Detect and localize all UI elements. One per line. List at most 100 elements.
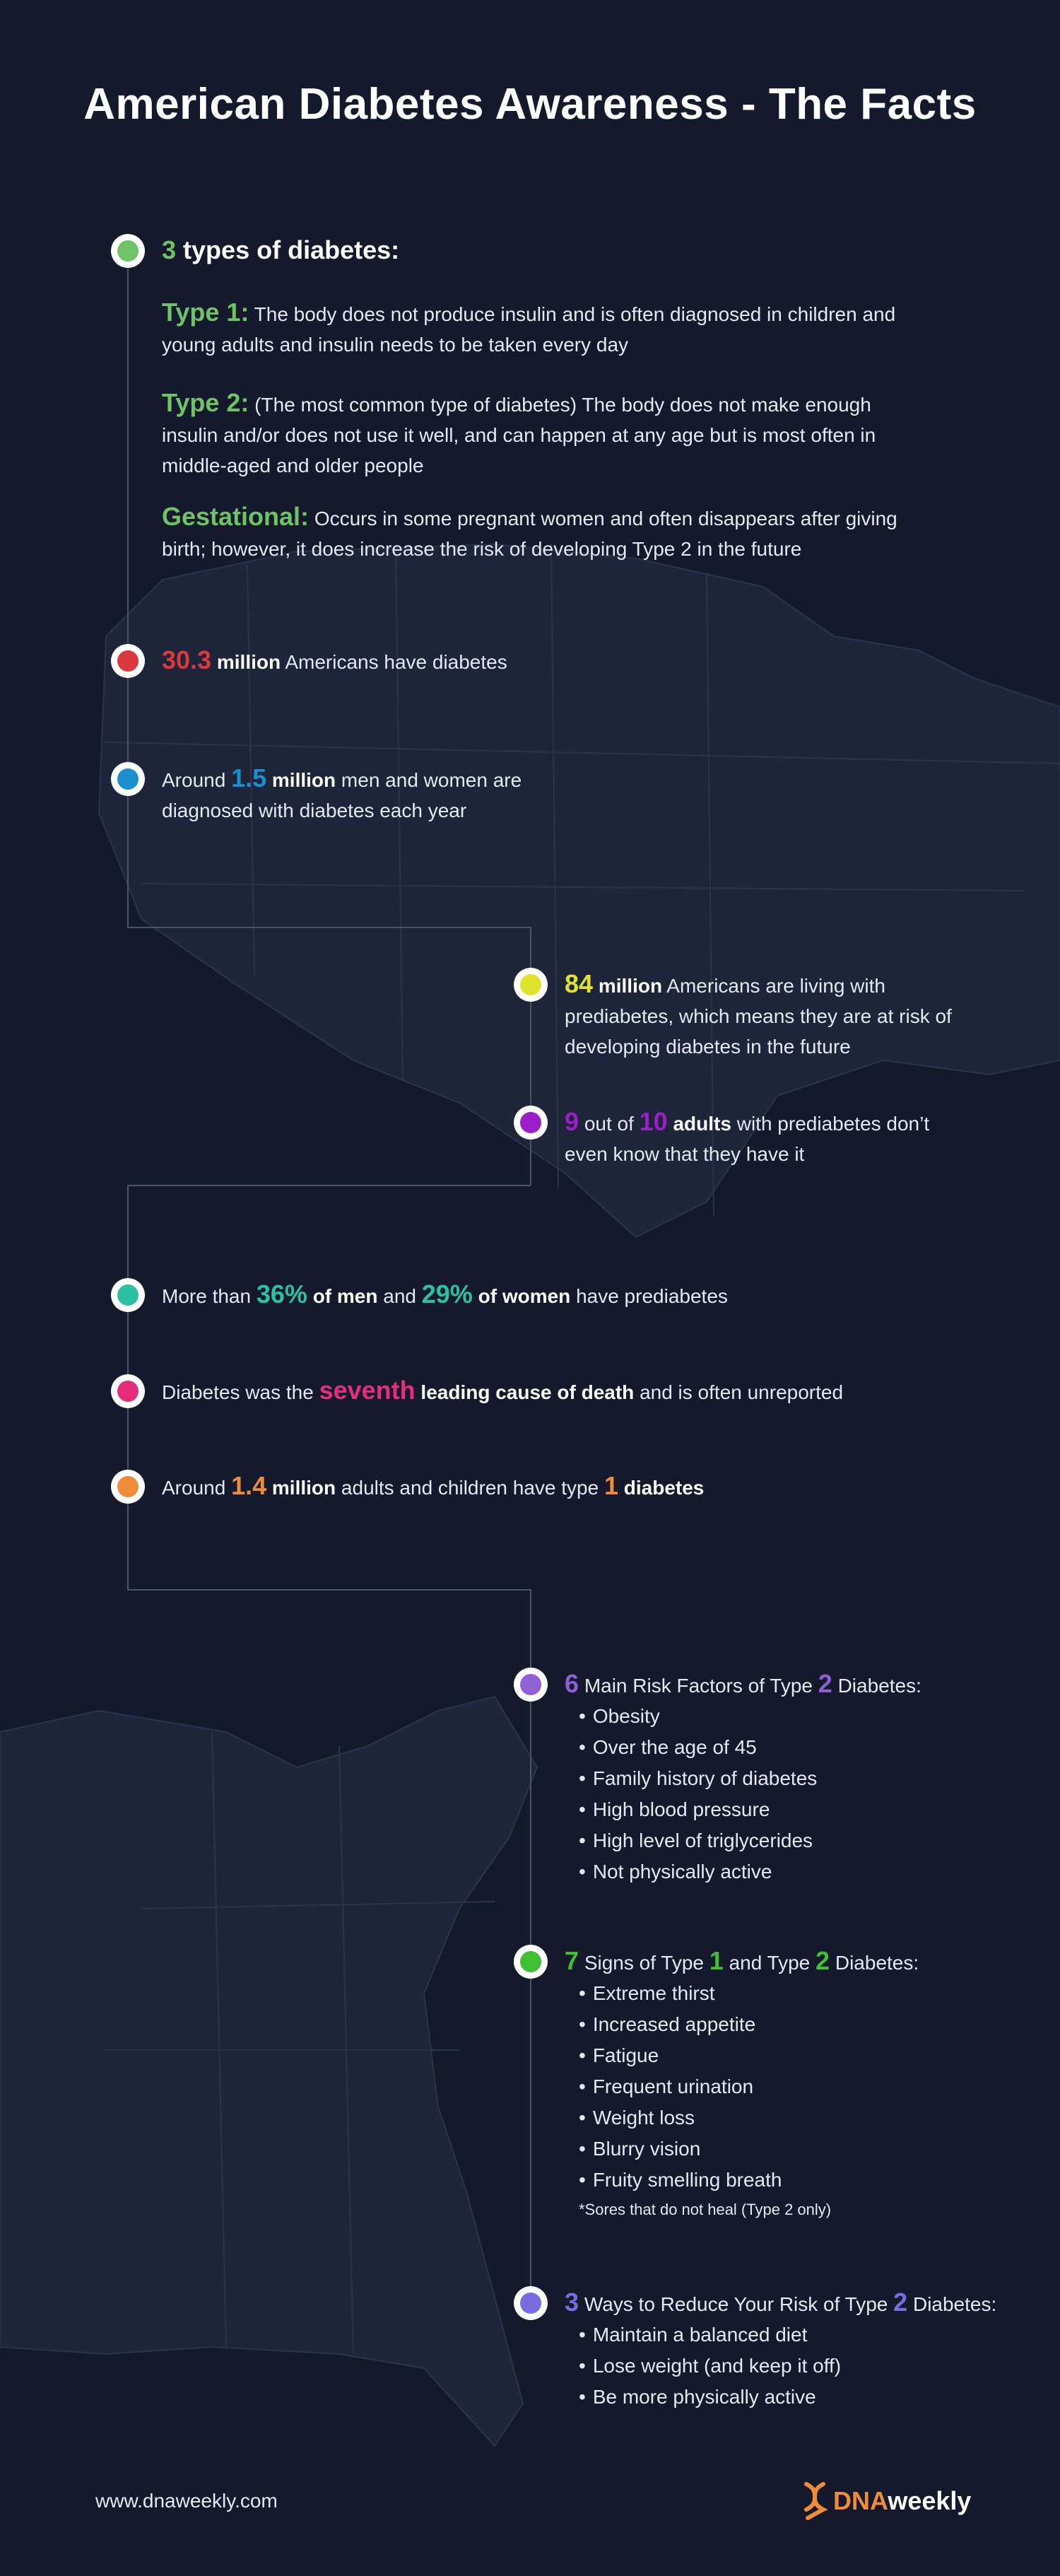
fact-1-5-pre: Around (162, 769, 226, 791)
fact-9-of-10: 9 out of 10 adults with prediabetes don’… (565, 1106, 1003, 1169)
list-item: Be more physically active (579, 2382, 1045, 2413)
type1-label: Type 1: (162, 298, 249, 327)
fact-pct-women-label: of women (478, 1285, 571, 1307)
fact-1-5-line2: diagnosed with diabetes each year (162, 800, 467, 821)
list-item: Obesity (579, 1701, 1017, 1732)
signs-list: Extreme thirst Increased appetite Fatigu… (565, 1978, 1017, 2196)
fact-1-4-pre: Around (162, 1477, 226, 1499)
fact-9-number: 9 (565, 1107, 579, 1136)
timeline-marker-1-4m (111, 1470, 145, 1504)
list-item: High level of triglycerides (579, 1825, 1017, 1856)
logo-text-dna: DNA (833, 2486, 888, 2515)
fact-1-5-million: Around 1.5 million men and women are dia… (162, 763, 558, 826)
reduce-list: Maintain a balanced diet Lose weight (an… (565, 2319, 1045, 2413)
fact-pct-rest: have prediabetes (576, 1285, 728, 1307)
fact-prediabetes-percent: More than 36% of men and 29% of women ha… (162, 1279, 728, 1311)
list-item: Not physically active (579, 1856, 1017, 1887)
fact-seventh-rest: and is often unreported (640, 1381, 844, 1403)
timeline-marker-9of10 (514, 1106, 548, 1140)
list-item: Over the age of 45 (579, 1732, 1017, 1763)
page-title: American Diabetes Awareness - The Facts (83, 80, 977, 129)
fact-seventh-word: seventh (319, 1376, 416, 1405)
dna-helix-icon (804, 2482, 828, 2520)
signs-type1-number: 1 (709, 1946, 724, 1975)
fact-9-text: with prediabetes don’t (736, 1113, 930, 1135)
dnaweekly-logo: DNAweekly (801, 2481, 971, 2521)
fact-30-3-text: Americans have diabetes (285, 651, 507, 673)
list-item: Lose weight (and keep it off) (579, 2350, 1045, 2382)
list-item: Increased appetite (579, 2009, 1017, 2040)
fact-84-line3: developing diabetes in the future (565, 1036, 851, 1058)
timeline-marker-pct (111, 1278, 145, 1312)
marker-dot (520, 1112, 541, 1133)
timeline-line-1 (127, 269, 129, 927)
fact-pct-and: and (383, 1285, 416, 1307)
list-item: High blood pressure (579, 1794, 1017, 1825)
signs-count: 7 (565, 1946, 579, 1975)
footer-url[interactable]: www.dnaweekly.com (95, 2490, 278, 2512)
fact-84-number: 84 (565, 969, 594, 998)
fact-9-mid: out of (584, 1113, 634, 1135)
list-item: Extreme thirst (579, 1978, 1017, 2009)
gestational-label: Gestational: (162, 502, 310, 531)
fact-1-4-mid: adults and children have type (341, 1477, 599, 1499)
fact-pct-women-number: 29% (421, 1280, 473, 1309)
type2-text: (The most common type of diabetes) The b… (162, 394, 876, 476)
signs-pre: Signs of Type (584, 1952, 704, 1974)
fact-1-5-unit: million (271, 769, 336, 791)
reduce-type-number: 2 (893, 2288, 908, 2317)
list-item: Frequent urination (579, 2071, 1017, 2102)
fact-1-4-unit: million (271, 1477, 336, 1499)
timeline-marker-reduce (514, 2286, 548, 2320)
fact-seventh-cause: Diabetes was the seventh leading cause o… (162, 1375, 843, 1407)
timeline-marker-risk (514, 1668, 548, 1702)
marker-dot (117, 650, 139, 672)
fact-84-million: 84 million Americans are living with pre… (565, 968, 1003, 1062)
marker-dot (520, 2293, 541, 2314)
fact-1-4-number: 1.4 (231, 1471, 267, 1500)
fact-pct-pre: More than (162, 1285, 252, 1307)
risk-count: 6 (565, 1669, 579, 1698)
logo-text: DNAweekly (833, 2486, 971, 2516)
logo-text-weekly: weekly (888, 2486, 972, 2515)
types-count: 3 (162, 235, 177, 264)
fact-9-line2: even know that they have it (565, 1143, 805, 1165)
signs-and: and Type (729, 1952, 811, 1974)
fact-pct-men-label: of men (312, 1285, 378, 1307)
map-usa-west (98, 543, 1060, 1239)
marker-dot (117, 768, 139, 790)
fact-84-unit: million (598, 975, 663, 997)
type1-block: Type 1: The body does not produce insuli… (162, 297, 925, 360)
marker-dot (520, 1951, 541, 1972)
fact-30-3-unit: million (216, 651, 281, 673)
signs-post: Diabetes: (835, 1952, 919, 1974)
types-heading: 3 types of diabetes: (162, 235, 399, 265)
list-item: Weight loss (579, 2102, 1017, 2133)
types-heading-text: types of diabetes: (183, 235, 400, 264)
risk-post: Diabetes: (837, 1675, 921, 1697)
reduce-pre: Ways to Reduce Your Risk of Type (584, 2293, 888, 2315)
fact-10-number: 10 (639, 1107, 668, 1136)
timeline-marker-84m (514, 968, 548, 1002)
signs-note: *Sores that do not heal (Type 2 only) (579, 2201, 832, 2218)
fact-9-adults: adults (673, 1113, 731, 1135)
timeline-line-3 (530, 927, 531, 1185)
gestational-block: Gestational: Occurs in some pregnant wom… (162, 501, 925, 564)
fact-1-5-number: 1.5 (231, 763, 267, 792)
list-item: Fruity smelling breath (579, 2165, 1017, 2196)
fact-pct-men-number: 36% (256, 1280, 307, 1309)
fact-seventh-pre: Diabetes was the (162, 1381, 314, 1403)
risk-factors-section: 6 Main Risk Factors of Type 2 Diabetes: … (565, 1668, 1017, 1887)
signs-type2-number: 2 (815, 1946, 830, 1975)
fact-1-4-post: diabetes (623, 1477, 705, 1499)
marker-dot (117, 1284, 139, 1306)
fact-30-3-number: 30.3 (162, 645, 212, 674)
reduce-risk-section: 3 Ways to Reduce Your Risk of Type 2 Dia… (565, 2287, 1045, 2413)
reduce-count: 3 (565, 2288, 579, 2317)
timeline-marker-signs (514, 1945, 548, 1979)
type2-block: Type 2: (The most common type of diabete… (162, 387, 925, 481)
fact-30-3-million: 30.3 million Americans have diabetes (162, 645, 507, 677)
marker-dot (520, 1674, 541, 1695)
timeline-line-4 (127, 1185, 531, 1186)
fact-1-4-million: Around 1.4 million adults and children h… (162, 1470, 704, 1503)
